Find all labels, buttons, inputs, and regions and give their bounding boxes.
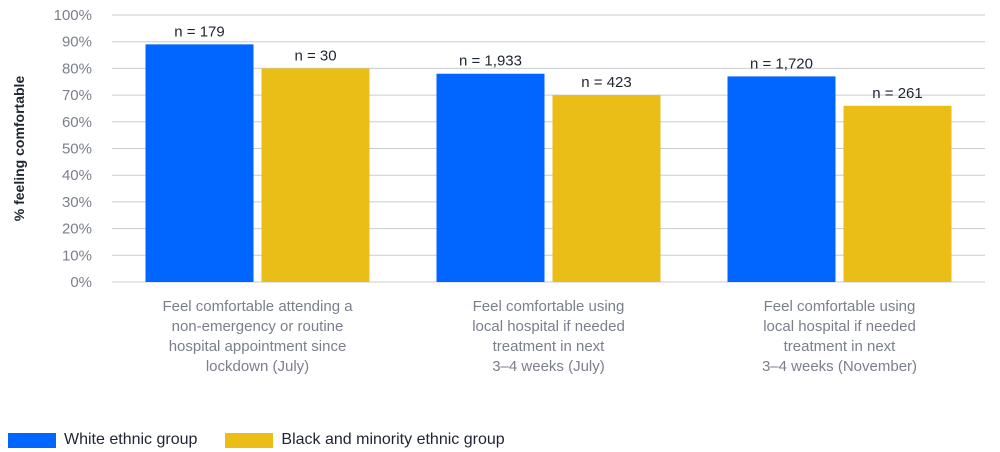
y-axis-label: % feeling comfortable — [11, 76, 27, 222]
x-category-label-line: local hospital if needed — [472, 318, 625, 335]
x-category-label-line: lockdown (July) — [206, 358, 309, 375]
bar — [843, 105, 952, 282]
x-category-label-line: Feel comfortable attending a — [162, 298, 353, 315]
x-category-label-line: 3–4 weeks (November) — [762, 358, 917, 375]
x-category-label-line: non-emergency or routine — [172, 318, 344, 335]
bar-data-label: n = 1,720 — [750, 55, 813, 72]
bar-chart: 0% 10% 20% 30% 40% 50% 60% 70% 80% 90% 100% % feeli… — [11, 7, 985, 375]
y-tick-label: 20% — [62, 221, 92, 238]
y-tick-label: 60% — [62, 114, 92, 131]
bar-data-label: n = 261 — [872, 85, 922, 102]
legend-item-white: White ethnic group — [8, 431, 197, 449]
x-category-label-line: 3–4 weeks (July) — [492, 358, 605, 375]
bar — [436, 73, 545, 283]
legend: White ethnic group Black and minority et… — [8, 428, 533, 452]
x-category-label-line: Feel comfortable using — [473, 298, 625, 315]
legend-label-white: White ethnic group — [64, 431, 198, 448]
legend-swatch-bame — [225, 432, 274, 448]
y-tick-label: 80% — [62, 60, 92, 77]
bar-data-label: n = 179 — [174, 23, 224, 40]
bar-data-label: n = 30 — [294, 47, 336, 64]
legend-swatch-white — [8, 432, 56, 448]
y-tick-label: 100% — [54, 7, 92, 24]
y-tick-label: 70% — [62, 87, 92, 104]
y-tick-label: 40% — [62, 167, 92, 184]
bar — [727, 76, 836, 282]
x-category-label-line: Feel comfortable using — [764, 298, 916, 315]
x-category-label: Feel comfortable using local hospital if … — [472, 298, 625, 375]
x-category-label: Feel comfortable using local hospital if … — [762, 298, 917, 375]
y-tick-label: 0% — [70, 274, 92, 291]
x-category-label-line: hospital appointment since — [169, 338, 347, 355]
bar — [145, 44, 254, 283]
x-category-label-line: treatment in next — [493, 338, 606, 355]
x-category-label-line: local hospital if needed — [763, 318, 916, 335]
legend-item-bame: Black and minority ethnic group — [225, 431, 505, 449]
bar — [552, 95, 661, 282]
legend-label-bame: Black and minority ethnic group — [281, 431, 505, 448]
y-tick-label: 50% — [62, 141, 92, 158]
bar-data-label: n = 1,933 — [459, 53, 522, 70]
x-category-label-line: treatment in next — [784, 338, 897, 355]
bar-data-label: n = 423 — [581, 74, 631, 91]
x-category-label: Feel comfortable attending a non-emergenc… — [162, 298, 353, 375]
bar — [261, 68, 370, 283]
y-tick-label: 90% — [62, 34, 92, 51]
y-tick-label: 10% — [62, 247, 92, 264]
y-tick-label: 30% — [62, 194, 92, 211]
